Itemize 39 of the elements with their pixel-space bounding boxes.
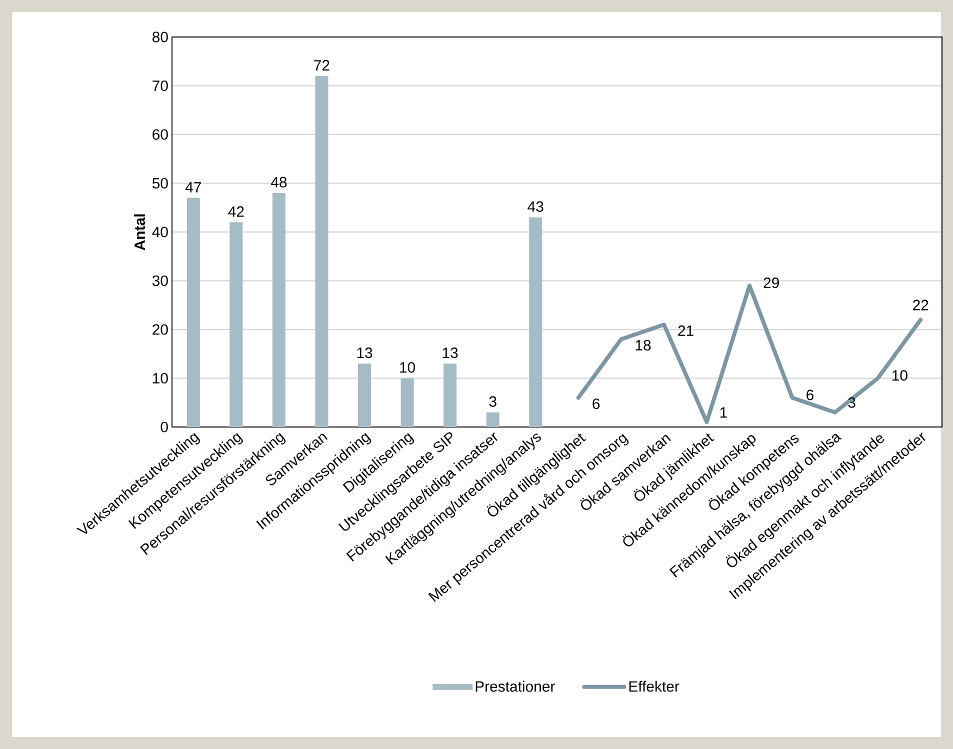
data-label: 42 [228, 206, 244, 217]
y-tick-label: 50 [152, 178, 168, 189]
data-label: 48 [270, 176, 287, 188]
y-tick-label: 10 [153, 372, 168, 384]
legend-label: Effekter [629, 680, 680, 692]
data-label: 22 [913, 300, 928, 310]
data-label: 13 [442, 348, 458, 358]
y-tick-label: 80 [152, 32, 168, 42]
data-label: 1 [720, 407, 727, 418]
bar [486, 412, 500, 427]
data-label: 3 [489, 396, 496, 407]
data-label: 72 [314, 60, 330, 70]
y-tick-label: 0 [160, 422, 168, 432]
data-label: 18 [636, 340, 651, 351]
bar [315, 76, 328, 427]
y-tick-label: 40 [152, 226, 168, 238]
data-label: 47 [185, 182, 201, 192]
data-label: 6 [806, 390, 814, 400]
bar [230, 222, 243, 427]
bar [186, 198, 200, 427]
data-label: 10 [892, 370, 908, 381]
data-label: 29 [764, 278, 779, 288]
y-tick-label: 30 [152, 275, 168, 286]
data-label: 21 [678, 325, 694, 336]
bar [400, 378, 414, 427]
bar [529, 217, 542, 427]
bar [358, 364, 372, 427]
data-label: 10 [400, 362, 416, 373]
data-label: 3 [848, 397, 856, 408]
y-tick-label: 20 [152, 324, 168, 335]
y-tick-label: 60 [152, 129, 168, 140]
data-label: 43 [528, 201, 544, 212]
bar [272, 192, 286, 427]
y-tick-label: 70 [152, 80, 168, 92]
bar [444, 364, 457, 427]
data-label: 6 [592, 398, 600, 410]
y-axis-title: Antal [134, 214, 146, 250]
data-label: 13 [357, 348, 372, 358]
legend-label: Prestationer [476, 680, 555, 692]
